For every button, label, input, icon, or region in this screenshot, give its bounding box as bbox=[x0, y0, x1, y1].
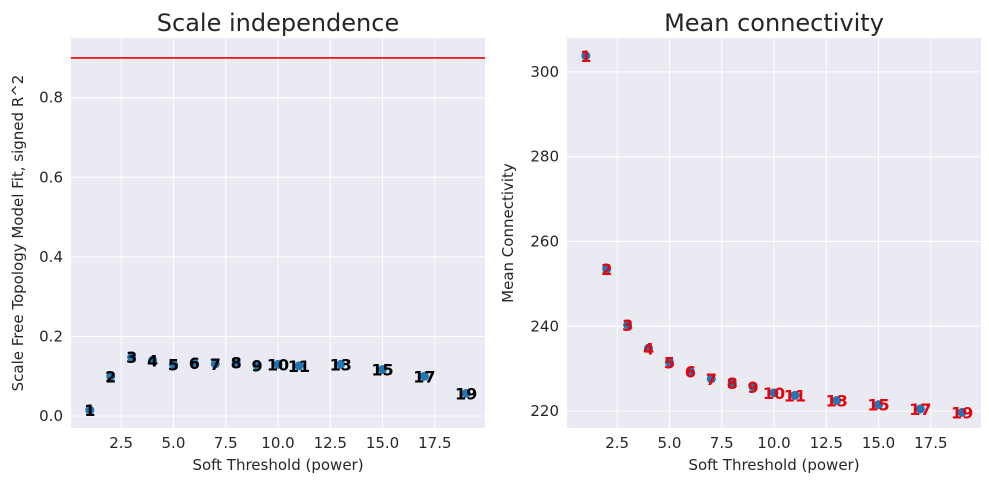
mean-connectivity-panel: 2.5 5.0 7.5 10.0 12.5 15.0 17.5 220 240 260 280 300… bbox=[499, 9, 981, 474]
point-label: 6 bbox=[189, 354, 200, 373]
data-point bbox=[727, 378, 737, 388]
point-label: 7 bbox=[210, 355, 221, 374]
data-point bbox=[769, 388, 779, 398]
data-point bbox=[231, 357, 241, 367]
data-point bbox=[706, 374, 716, 384]
point-label: 4 bbox=[643, 339, 654, 358]
point-label: 17 bbox=[909, 400, 931, 419]
data-point bbox=[461, 388, 471, 398]
data-point bbox=[644, 343, 654, 353]
x-tick-label: 2.5 bbox=[605, 434, 629, 452]
data-point bbox=[685, 367, 695, 377]
data-point bbox=[189, 358, 199, 368]
point-label: 7 bbox=[706, 370, 717, 389]
point-label: 13 bbox=[330, 355, 352, 374]
data-point bbox=[168, 359, 178, 369]
point-label: 3 bbox=[126, 348, 137, 367]
point-label: 10 bbox=[267, 355, 289, 374]
x-tick-label: 12.5 bbox=[810, 434, 843, 452]
x-tick-label: 10.0 bbox=[757, 434, 790, 452]
point-label: 9 bbox=[748, 378, 759, 397]
point-label: 2 bbox=[105, 367, 116, 386]
point-label: 13 bbox=[826, 391, 848, 410]
data-point bbox=[106, 371, 116, 381]
point-label: 8 bbox=[727, 374, 738, 393]
y-tick-label: 300 bbox=[530, 63, 559, 81]
point-label: 4 bbox=[147, 351, 158, 370]
x-tick-label: 7.5 bbox=[710, 434, 734, 452]
x-tick-label: 7.5 bbox=[214, 434, 238, 452]
data-point bbox=[85, 405, 95, 415]
point-label: 11 bbox=[288, 357, 310, 376]
y-tick-label: 280 bbox=[530, 148, 559, 166]
chart-title: Scale independence bbox=[157, 9, 399, 37]
data-point bbox=[252, 361, 262, 371]
scale-independence-panel: 2.5 5.0 7.5 10.0 12.5 15.0 17.5 0.0 0.2 0.4 0.6 0.8… bbox=[9, 9, 485, 474]
data-point bbox=[957, 407, 967, 417]
point-label: 8 bbox=[231, 353, 242, 372]
data-point bbox=[602, 264, 612, 274]
point-label: 6 bbox=[685, 363, 696, 382]
y-tick-label: 0.2 bbox=[39, 327, 63, 345]
point-label: 17 bbox=[413, 367, 435, 386]
point-label: 5 bbox=[168, 355, 179, 374]
point-label: 19 bbox=[951, 403, 973, 422]
data-point bbox=[832, 395, 842, 405]
y-tick-label: 0.4 bbox=[39, 248, 63, 266]
data-point bbox=[915, 404, 925, 414]
point-label: 15 bbox=[867, 396, 889, 415]
y-tick-label: 0.8 bbox=[39, 89, 63, 107]
point-label: 9 bbox=[252, 357, 263, 376]
x-axis-label: Soft Threshold (power) bbox=[688, 456, 859, 474]
x-tick-label: 17.5 bbox=[418, 434, 451, 452]
data-point bbox=[294, 361, 304, 371]
data-point bbox=[378, 365, 388, 374]
point-label: 3 bbox=[622, 316, 633, 335]
data-point bbox=[127, 352, 137, 362]
point-label: 10 bbox=[763, 384, 785, 403]
y-tick-label: 0.0 bbox=[39, 407, 63, 425]
point-label: 11 bbox=[784, 386, 806, 405]
data-point bbox=[336, 359, 346, 369]
data-point bbox=[790, 390, 800, 400]
point-label: 1 bbox=[580, 47, 591, 66]
y-axis-label: Mean Connectivity bbox=[499, 163, 517, 303]
point-label: 2 bbox=[601, 260, 612, 279]
data-point bbox=[623, 320, 633, 330]
data-point bbox=[210, 359, 220, 369]
y-tick-label: 220 bbox=[530, 402, 559, 420]
data-point bbox=[874, 400, 884, 410]
y-tick-label: 260 bbox=[530, 232, 559, 250]
x-tick-label: 12.5 bbox=[314, 434, 347, 452]
data-point bbox=[273, 359, 283, 369]
x-tick-label: 15.0 bbox=[366, 434, 399, 452]
x-tick-label: 5.0 bbox=[162, 434, 186, 452]
x-tick-label: 17.5 bbox=[914, 434, 947, 452]
point-label: 1 bbox=[84, 401, 95, 420]
point-label: 15 bbox=[371, 361, 393, 380]
data-point bbox=[664, 357, 674, 367]
point-label: 19 bbox=[455, 384, 477, 403]
point-label: 5 bbox=[664, 353, 675, 372]
y-tick-label: 0.6 bbox=[39, 168, 63, 186]
y-tick-label: 240 bbox=[530, 317, 559, 335]
x-tick-label: 15.0 bbox=[862, 434, 895, 452]
data-point bbox=[748, 382, 758, 392]
x-tick-label: 2.5 bbox=[109, 434, 133, 452]
chart-title: Mean connectivity bbox=[664, 9, 884, 37]
x-tick-label: 5.0 bbox=[658, 434, 682, 452]
data-point bbox=[581, 51, 591, 61]
x-axis-label: Soft Threshold (power) bbox=[192, 456, 363, 474]
x-tick-label: 10.0 bbox=[261, 434, 294, 452]
y-axis-label: Scale Free Topology Model Fit, signed R^… bbox=[9, 75, 27, 392]
data-point bbox=[148, 355, 158, 365]
data-point bbox=[419, 371, 429, 381]
